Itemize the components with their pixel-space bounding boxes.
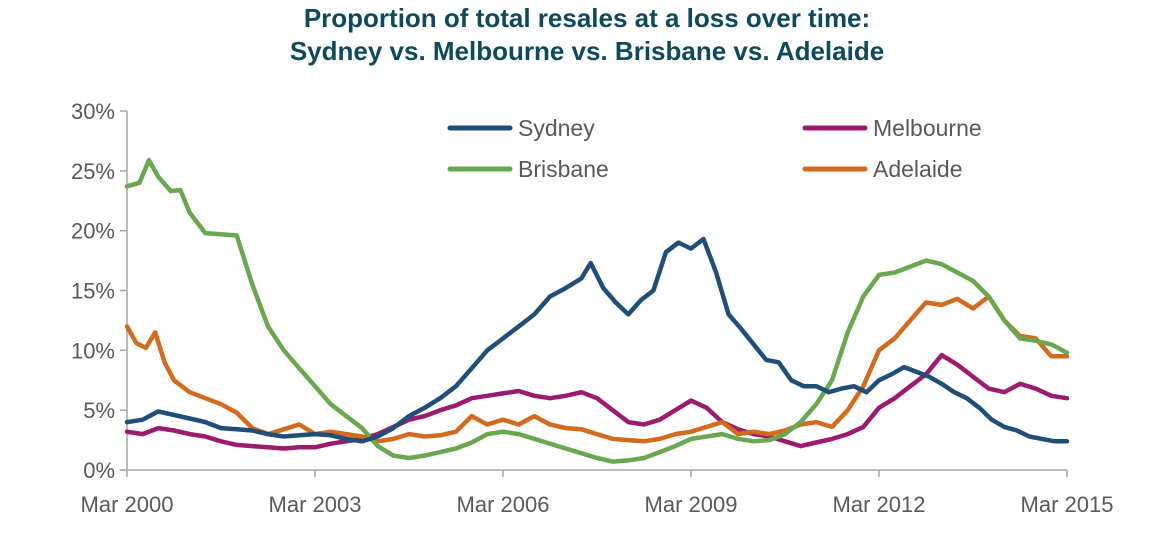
y-tick-label: 15% [71, 279, 115, 304]
legend-label: Melbourne [873, 115, 982, 141]
y-tick-label: 30% [71, 99, 115, 124]
legend-label: Sydney [518, 115, 595, 141]
y-tick-label: 25% [71, 159, 115, 184]
series-line-melbourne [124, 352, 1070, 451]
y-tick-label: 5% [83, 398, 115, 423]
x-tick-label: Mar 2006 [457, 492, 550, 517]
legend: Sydney Melbourne Brisbane Adelaide [447, 115, 982, 182]
legend-item-sydney: Sydney [447, 115, 595, 141]
x-tick-label: Mar 2012 [833, 492, 926, 517]
y-tick-label: 20% [71, 219, 115, 244]
series-line-adelaide [124, 294, 1070, 444]
legend-label: Brisbane [518, 156, 609, 182]
x-tick-label: Mar 2000 [81, 492, 174, 517]
y-tick-label: 10% [71, 338, 115, 363]
legend-item-melbourne: Melbourne [802, 115, 982, 141]
series-lines [124, 157, 1070, 464]
chart-title-line-2: Sydney vs. Melbourne vs. Brisbane vs. Ad… [289, 36, 885, 66]
x-tick-label: Mar 2003 [269, 492, 362, 517]
legend-item-brisbane: Brisbane [447, 156, 609, 182]
x-axis-ticks: Mar 2000 Mar 2003 Mar 2006 Mar 2009 Mar 2012… [81, 470, 1114, 517]
x-tick-label: Mar 2009 [645, 492, 738, 517]
series-line-sydney [124, 236, 1070, 444]
chart-title-line-1: Proportion of total resales at a loss ov… [303, 3, 871, 33]
y-tick-label: 0% [83, 458, 115, 483]
legend-item-adelaide: Adelaide [802, 156, 963, 182]
x-tick-label: Mar 2015 [1021, 492, 1114, 517]
series-line-brisbane [124, 157, 1070, 464]
legend-label: Adelaide [873, 156, 963, 182]
chart-title: Proportion of total resales at a loss ov… [0, 2, 1174, 68]
y-axis-ticks: 0% 5% 10% 15% 20% 25% 30% [71, 99, 127, 483]
